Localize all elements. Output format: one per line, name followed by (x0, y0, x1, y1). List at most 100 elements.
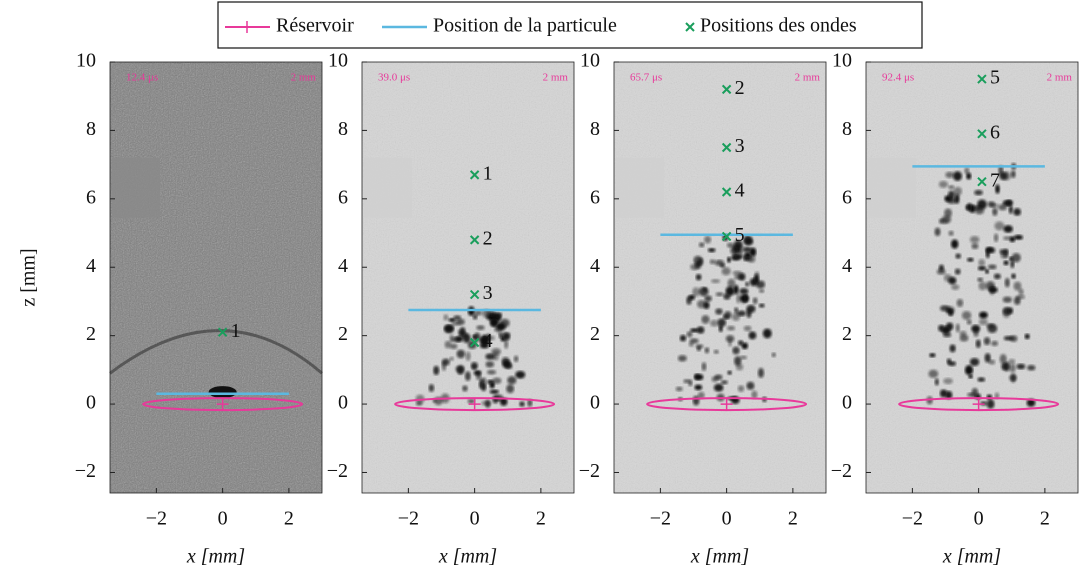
blob (725, 335, 735, 343)
panel: 65.7 μs 2 mm −2 0 2 4 6 8 10 −2 0 2 x [mm] 2 3 4 5 (579, 50, 827, 568)
blob (734, 356, 742, 366)
image-noise (110, 62, 322, 493)
wave-label: 5 (735, 224, 745, 246)
blob (467, 398, 475, 404)
blob (462, 385, 468, 392)
blob (481, 400, 492, 406)
blob (730, 246, 739, 255)
blob (928, 369, 939, 378)
blob (987, 247, 996, 254)
blob (692, 287, 700, 297)
blob (945, 171, 955, 179)
y-tick-label: −2 (327, 460, 348, 482)
x-tick-label: 2 (1040, 508, 1050, 530)
blob (974, 206, 985, 215)
blob (1008, 256, 1014, 261)
blob (748, 331, 757, 340)
annotation: 39.0 μs (378, 72, 410, 84)
blob (465, 351, 471, 361)
blob (988, 286, 998, 293)
blob (1009, 335, 1018, 342)
blob (947, 190, 955, 200)
blob (727, 325, 736, 331)
x-tick-label: 2 (284, 508, 294, 530)
blob (696, 326, 705, 334)
blob (443, 314, 449, 321)
blob (961, 310, 972, 320)
wave-marker (469, 337, 480, 348)
wave-label: 5 (990, 67, 1000, 89)
legend-swatch (685, 22, 695, 32)
blob (441, 358, 450, 366)
blob (480, 381, 487, 392)
blob (757, 367, 764, 378)
blob (489, 318, 499, 327)
image-patch (616, 157, 664, 218)
blob (993, 273, 1001, 280)
blob (738, 249, 743, 257)
blob (746, 304, 756, 313)
blob (753, 273, 760, 284)
y-tick-label: 2 (842, 323, 852, 345)
panel-frame (865, 61, 1079, 494)
wave-marker (721, 187, 732, 197)
y-tick-label: 8 (338, 118, 348, 140)
blob (949, 344, 956, 353)
annotation: 2 mm (1047, 72, 1073, 84)
blob (732, 346, 740, 355)
blob (721, 267, 731, 276)
legend-label: Positions des ondes (700, 15, 857, 37)
blob (977, 265, 987, 271)
blob (472, 314, 478, 320)
annotation: 2 mm (795, 72, 821, 84)
blob (724, 311, 732, 320)
x-axis-label: x [mm] (942, 546, 1001, 568)
blob (969, 357, 980, 367)
blob (929, 353, 936, 358)
blob (1010, 170, 1016, 179)
blob (485, 361, 495, 368)
x-tick-label: 0 (974, 508, 984, 530)
blob (713, 383, 724, 392)
y-tick-label: 8 (842, 118, 852, 140)
blob (743, 256, 752, 261)
blob (934, 227, 941, 237)
y-tick-label: 6 (86, 186, 96, 208)
blob (938, 180, 948, 188)
wave-label: 7 (990, 169, 1000, 191)
wave-marker (721, 142, 732, 153)
blob (939, 305, 950, 312)
y-axis-label: z [mm] (18, 248, 40, 306)
y-tick-label: 8 (86, 118, 96, 140)
blob (455, 336, 464, 343)
blob (504, 339, 509, 349)
wave-label: 3 (483, 282, 493, 304)
blob (999, 248, 1009, 255)
blob (948, 361, 957, 367)
blob (704, 235, 712, 244)
blob (964, 167, 970, 175)
blob (943, 378, 953, 385)
blob (998, 204, 1008, 211)
blob (489, 389, 499, 394)
blob (727, 339, 733, 347)
y-tick-label: 10 (328, 50, 348, 72)
blob (944, 208, 953, 218)
blob (704, 347, 710, 354)
blob (967, 392, 975, 397)
legend-label: Réservoir (276, 15, 354, 37)
blob (979, 311, 988, 319)
blob (1002, 361, 1011, 372)
blob (492, 352, 499, 361)
y-tick-label: 2 (338, 323, 348, 345)
blob (985, 269, 990, 274)
blob (974, 189, 983, 196)
y-tick-label: 0 (86, 392, 96, 414)
blob (709, 259, 716, 265)
wave-marker (977, 129, 987, 139)
blob (740, 355, 747, 360)
blob (951, 284, 960, 290)
blob (1006, 199, 1012, 206)
blob (989, 203, 999, 208)
